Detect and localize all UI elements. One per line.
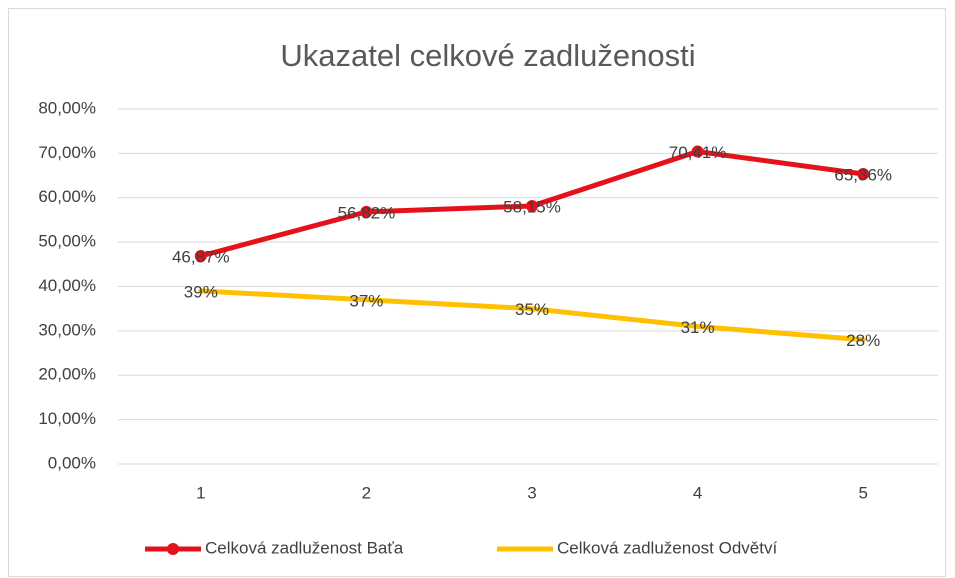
data-label: 70,41% — [669, 143, 727, 162]
legend-marker — [167, 543, 179, 555]
legend-label: Celková zadluženost Odvětví — [557, 538, 777, 557]
data-label: 39% — [184, 282, 218, 301]
point-marker — [194, 250, 207, 263]
data-label: 56,82% — [338, 203, 396, 222]
y-tick-label: 70,00% — [38, 143, 96, 162]
x-tick-label: 3 — [527, 483, 536, 502]
y-tick-label: 0,00% — [48, 453, 96, 472]
chart-title: Ukazatel celkové zadluženosti — [280, 38, 695, 73]
data-label: 65,36% — [834, 165, 892, 184]
x-tick-label: 1 — [196, 483, 205, 502]
y-tick-label: 30,00% — [38, 320, 96, 339]
y-tick-label: 40,00% — [38, 276, 96, 295]
data-label: 28% — [846, 331, 880, 350]
x-tick-label: 4 — [693, 483, 702, 502]
y-tick-label: 50,00% — [38, 232, 96, 251]
point-marker — [691, 145, 704, 158]
y-tick-label: 10,00% — [38, 409, 96, 428]
x-tick-label: 2 — [362, 483, 371, 502]
series-line — [198, 288, 866, 343]
point-marker — [526, 199, 538, 212]
data-label: 46,87% — [172, 247, 230, 266]
point-marker — [857, 167, 870, 180]
chart-border — [8, 8, 946, 577]
x-tick-label: 5 — [858, 483, 867, 502]
y-tick-label: 20,00% — [38, 365, 96, 384]
y-tick-label: 80,00% — [38, 98, 96, 117]
y-tick-label: 60,00% — [38, 187, 96, 206]
data-label: 37% — [349, 291, 383, 310]
point-marker — [360, 205, 373, 218]
data-label: 31% — [681, 318, 715, 337]
legend-label: Celková zadluženost Baťa — [205, 538, 404, 557]
data-label: 58,15% — [503, 197, 561, 216]
data-label: 35% — [515, 300, 549, 319]
